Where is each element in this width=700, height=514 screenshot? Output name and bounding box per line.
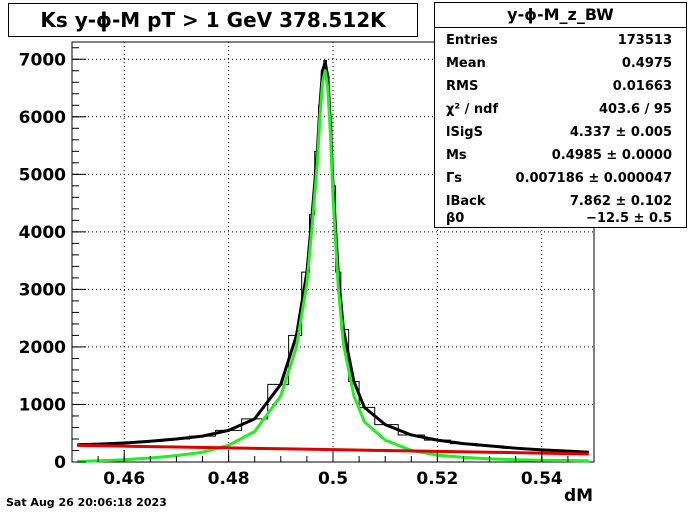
- x-tick-label: 0.52: [416, 469, 458, 489]
- x-tick-label: 0.48: [208, 469, 250, 489]
- x-tick-label: 0.46: [103, 469, 145, 489]
- stat-name: lBack: [446, 194, 486, 209]
- stat-row-chi2: χ² / ndf 403.6 / 95: [435, 99, 686, 121]
- stat-value: 0.4985 ± 0.0000: [551, 148, 672, 163]
- stat-name: Mean: [446, 56, 486, 71]
- y-tick-label: 6000: [19, 108, 66, 128]
- stat-value: 4.337 ± 0.005: [569, 125, 672, 140]
- stat-name: β0: [446, 211, 465, 226]
- x-tick-label: 0.5: [318, 469, 348, 489]
- footer-date: Sat Aug 26 20:06:18 2023: [6, 496, 167, 509]
- stat-value: 403.6 / 95: [598, 102, 672, 117]
- stat-name: χ² / ndf: [446, 102, 499, 117]
- stat-name: Γs: [446, 171, 463, 186]
- y-tick-label: 3000: [19, 280, 66, 300]
- background-fit-line: [77, 443, 589, 456]
- y-tick-label: 4000: [19, 223, 66, 243]
- y-tick-label: 1000: [19, 395, 66, 415]
- stats-title: y-ϕ-M_z_BW: [435, 3, 686, 28]
- y-tick-label: 7000: [19, 50, 66, 70]
- stat-value: 0.4975: [621, 56, 672, 71]
- stat-value: 173513: [617, 33, 672, 48]
- stat-row-lback: lBack 7.862 ± 0.102: [435, 191, 686, 213]
- stat-value: 0.01663: [612, 79, 672, 94]
- y-tick-label: 2000: [19, 338, 66, 358]
- stat-name: Ms: [446, 148, 467, 163]
- signal-fit-line: [77, 69, 589, 463]
- x-axis-label: dM: [564, 486, 594, 506]
- y-tick-label: 5000: [19, 165, 66, 185]
- series-group: [77, 59, 589, 463]
- y-tick-label: 0: [54, 453, 66, 473]
- stat-name: lSigS: [446, 125, 483, 140]
- plot-title: Ks y-ϕ-M pT > 1 GeV 378.512K: [8, 3, 418, 37]
- stat-row-entries: Entries 173513: [435, 30, 686, 52]
- axes: 0.46 0.48 0.5 0.52 0.54 0 1000 2000 3000 4000 5000…: [19, 47, 595, 489]
- x-tick-label: 0.54: [521, 469, 563, 489]
- stat-name: RMS: [446, 79, 479, 94]
- stat-row-beta0: β0 −12.5 ± 0.5: [435, 208, 686, 230]
- stat-row-rms: RMS 0.01663: [435, 76, 686, 98]
- stat-value: −12.5 ± 0.5: [586, 211, 672, 226]
- stats-box: y-ϕ-M_z_BW Entries 173513 Mean 0.4975 RM…: [434, 2, 687, 228]
- stat-value: 0.007186 ± 0.000047: [515, 171, 672, 186]
- stat-row-lsigs: lSigS 4.337 ± 0.005: [435, 122, 686, 144]
- total-fit-line: [77, 60, 589, 454]
- stat-name: Entries: [446, 33, 498, 48]
- stat-row-mean: Mean 0.4975: [435, 53, 686, 75]
- stat-value: 7.862 ± 0.102: [569, 194, 672, 209]
- stat-row-ms: Ms 0.4985 ± 0.0000: [435, 145, 686, 167]
- stat-row-gammas: Γs 0.007186 ± 0.000047: [435, 168, 686, 190]
